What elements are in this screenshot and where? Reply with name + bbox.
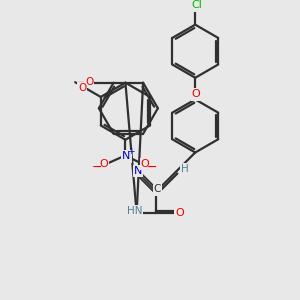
Text: +: + [128,147,135,156]
Text: O: O [141,159,149,169]
Text: HN: HN [127,206,142,216]
Text: O: O [176,208,184,218]
Text: N: N [134,166,142,176]
Text: O: O [85,77,93,87]
Text: H: H [181,164,188,174]
Text: N: N [122,152,130,161]
Text: O: O [78,83,86,93]
Text: Cl: Cl [192,0,203,10]
Text: C: C [154,184,161,194]
Text: O: O [99,159,108,169]
Text: O: O [192,89,201,100]
Text: −: − [147,161,157,174]
Text: −: − [92,161,102,174]
